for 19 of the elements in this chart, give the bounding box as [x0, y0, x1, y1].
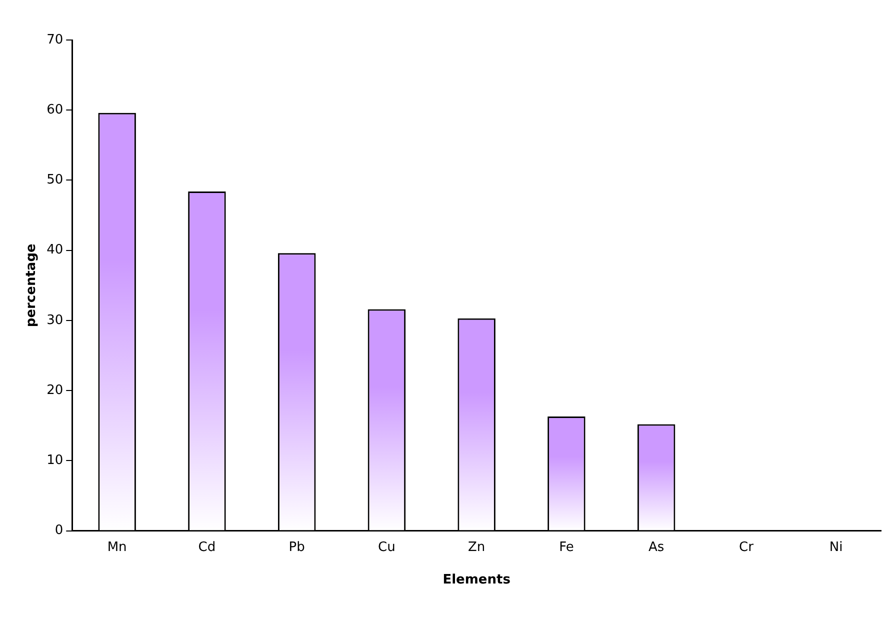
x-axis-title: Elements: [442, 572, 511, 588]
x-tick-label: Fe: [559, 540, 574, 555]
y-tick-label: 20: [46, 382, 64, 398]
x-tick-label: Pb: [288, 540, 305, 555]
x-tick-label: Cr: [738, 540, 754, 555]
x-tick-label: As: [648, 540, 664, 555]
x-tick-label: Zn: [468, 540, 486, 555]
y-tick-label: 50: [46, 172, 64, 188]
x-tick-label: Ni: [829, 540, 843, 555]
y-tick-label: 70: [46, 32, 64, 48]
x-tick-label: Cd: [198, 540, 216, 555]
y-tick-label: 30: [46, 312, 64, 328]
y-tick-label: 40: [46, 242, 64, 258]
y-tick-label: 60: [46, 102, 64, 118]
y-tick-label: 10: [46, 453, 64, 468]
x-tick-label: Cu: [378, 540, 396, 555]
x-tick-label: Mn: [107, 540, 127, 555]
y-tick-label: 0: [54, 523, 64, 538]
y-axis-title: percentage: [24, 244, 40, 328]
